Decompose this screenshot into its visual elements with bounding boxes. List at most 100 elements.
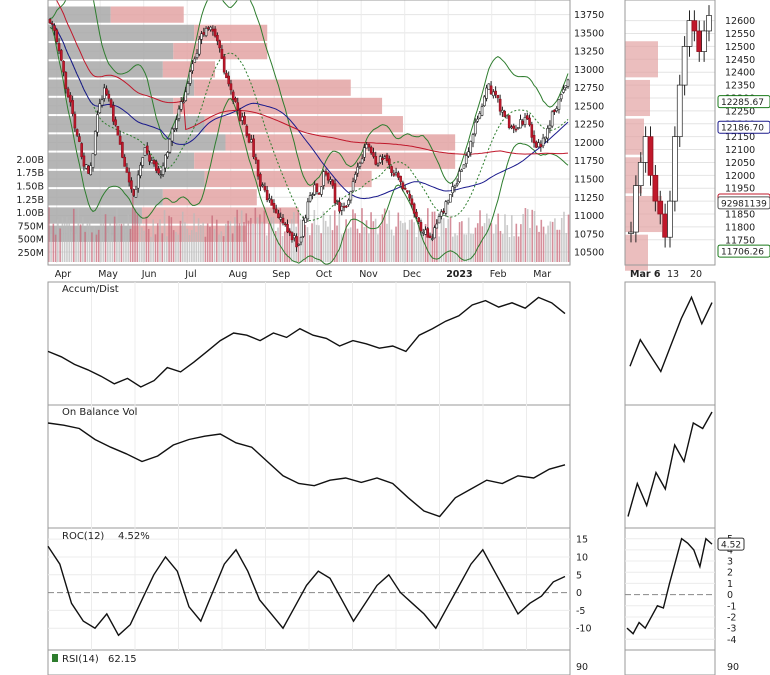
candle-body <box>197 38 201 55</box>
candle-body <box>335 200 339 202</box>
candle-body <box>559 94 563 100</box>
candle-body <box>73 113 77 129</box>
volume-bar <box>417 223 420 262</box>
zoom-candle-body <box>667 200 673 238</box>
roc-tick-label: 0 <box>576 588 582 599</box>
volume-bar <box>458 222 461 262</box>
volume-bar <box>347 228 350 262</box>
roc-tick-label: 10 <box>576 552 588 563</box>
volume-bar <box>388 210 391 262</box>
candle-body <box>412 203 416 214</box>
rsi-tick-label: 90 <box>576 662 588 673</box>
candle-body <box>390 166 393 174</box>
time-tick-label: May <box>98 269 118 280</box>
volume-bar <box>538 231 540 262</box>
candle-body <box>360 158 364 164</box>
candle-body <box>295 236 298 248</box>
volume-bar <box>529 227 531 262</box>
volume-bar <box>358 233 361 262</box>
value-tag-box <box>717 196 770 210</box>
volume-bar <box>238 223 241 262</box>
candle-body <box>96 114 99 133</box>
volume-bar <box>220 231 223 262</box>
volume-bar <box>181 211 184 262</box>
zoom-candle-body <box>647 136 654 176</box>
candle-body <box>270 199 273 206</box>
candle-body <box>109 99 113 108</box>
candle-body <box>100 99 104 106</box>
candle-body <box>222 56 226 73</box>
candle-body <box>550 111 554 127</box>
candle-body <box>134 189 138 198</box>
candle-body <box>272 203 276 210</box>
volume-bar <box>48 207 50 262</box>
candle-body <box>471 134 475 144</box>
volume-bar <box>343 232 345 262</box>
price-tick-label: 11000 <box>574 211 604 222</box>
zoom-candle-body <box>657 200 664 215</box>
volume-bar <box>331 230 334 262</box>
zoom-candle-body <box>633 185 639 233</box>
candle-body <box>166 152 169 158</box>
price-tick-label: 13000 <box>574 65 604 76</box>
zoom-panel-frame-0 <box>624 0 716 266</box>
volume-bar <box>97 229 100 262</box>
candle-body <box>186 83 190 95</box>
time-tick-label: Feb <box>490 269 507 280</box>
candle-body <box>132 189 135 196</box>
volume-bar <box>104 214 107 262</box>
time-tick-label: Dec <box>403 269 421 280</box>
candle-body <box>98 103 102 114</box>
zoom-roc-tick-label: 1 <box>727 579 733 590</box>
volume-bar <box>270 217 273 262</box>
price-tick-label: 12500 <box>574 101 604 112</box>
candle-body <box>354 174 357 181</box>
volume-bar <box>125 229 127 262</box>
candle-body <box>304 217 307 223</box>
zoom-panel-frame-4 <box>624 649 716 675</box>
candle-body <box>107 93 111 99</box>
volume-bar <box>159 219 161 262</box>
volume-bar <box>240 210 243 262</box>
candle-body <box>139 164 142 176</box>
volume-bar <box>492 233 495 262</box>
candle-body <box>227 75 230 85</box>
volume-bar <box>168 215 170 262</box>
candle-body <box>231 91 235 101</box>
volume-bar <box>318 225 320 262</box>
volume-bar <box>345 219 347 262</box>
panel-frame-0 <box>47 0 571 266</box>
volume-bar <box>372 221 375 262</box>
candle-body <box>252 138 255 158</box>
candle-body <box>351 181 355 192</box>
volume-bar <box>145 216 148 262</box>
zoom-price-tick-label: 11750 <box>725 235 755 246</box>
volume-bar <box>311 223 313 262</box>
candle-body <box>236 102 240 111</box>
zoom-price-tick-label: 12400 <box>725 68 755 79</box>
candle-body <box>157 168 160 174</box>
candle-body <box>216 35 219 42</box>
volume-bar <box>209 226 211 262</box>
sma-200 <box>55 0 569 155</box>
candle-body <box>469 141 473 153</box>
volume-bar <box>177 234 179 262</box>
zoom-roc-tick-label: -4 <box>727 635 736 646</box>
volume-bar <box>236 209 238 262</box>
volume-bar <box>284 231 286 262</box>
volume-bar <box>540 219 543 262</box>
volume-bar <box>213 228 216 262</box>
volume-by-price-bars <box>48 6 456 242</box>
zoom-price-tick-label: 11800 <box>725 222 755 233</box>
volume-bar <box>147 228 150 262</box>
candle-body <box>261 184 264 187</box>
zoom-price-tick-label: 12000 <box>725 171 755 182</box>
volume-bar <box>454 233 456 262</box>
volume-bar <box>499 230 502 262</box>
price-tick-label: 12750 <box>574 83 604 94</box>
obv-line <box>47 422 566 518</box>
zoom-rsi-tick-label: 90 <box>727 662 739 673</box>
candle-body <box>444 201 448 214</box>
volume-bar <box>415 236 418 262</box>
vbp-down-bar <box>48 24 195 42</box>
